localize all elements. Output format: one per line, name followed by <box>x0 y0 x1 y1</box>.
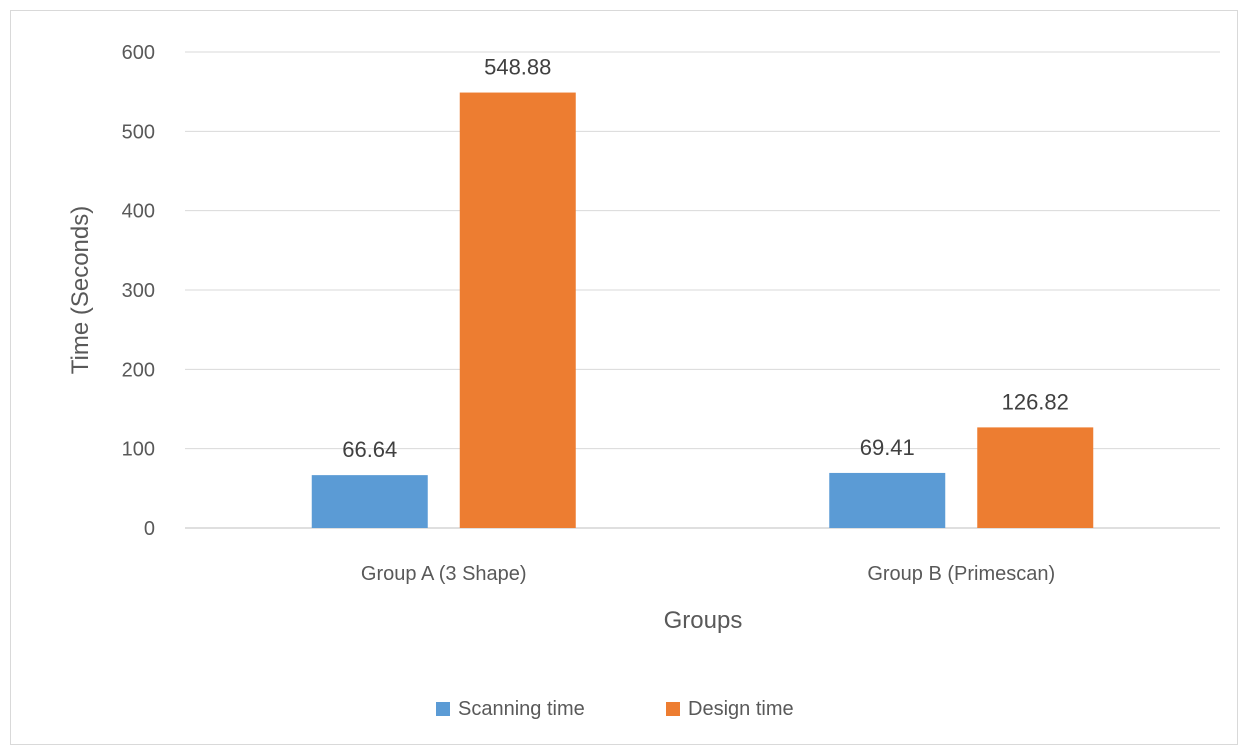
legend: Scanning time Design time <box>436 698 794 720</box>
bar-scanning-time <box>829 472 946 528</box>
x-tick-label: Group A (3 Shape) <box>361 563 527 585</box>
bars <box>311 92 1094 528</box>
legend-item: Design time <box>666 698 794 720</box>
y-axis-label: Time (Seconds) <box>67 206 94 375</box>
y-tick-label: 200 <box>122 359 155 381</box>
y-tick-label: 600 <box>122 42 155 64</box>
value-labels: 66.64 548.88 69.41 126.82 <box>342 55 1069 463</box>
y-tick-labels: 0 100 200 300 400 500 600 <box>122 42 155 540</box>
y-tick-label: 400 <box>122 201 155 223</box>
legend-item: Scanning time <box>436 698 585 720</box>
bar-scanning-time <box>311 475 428 528</box>
bar-design-time <box>977 427 1094 528</box>
legend-label: Scanning time <box>458 698 585 720</box>
y-tick-label: 100 <box>122 439 155 461</box>
y-tick-label: 500 <box>122 121 155 143</box>
y-tick-label: 300 <box>122 280 155 302</box>
bar-design-time <box>459 92 576 528</box>
y-tick-label: 0 <box>144 518 155 540</box>
chart-frame <box>10 10 1238 745</box>
x-tick-labels: Group A (3 Shape) Group B (Primescan) <box>361 563 1055 585</box>
data-label: 66.64 <box>342 437 397 462</box>
legend-swatch <box>666 702 680 716</box>
legend-label: Design time <box>688 698 794 720</box>
x-axis-label: Groups <box>664 607 743 634</box>
legend-swatch <box>436 702 450 716</box>
data-label: 548.88 <box>484 55 551 80</box>
data-label: 126.82 <box>1002 389 1069 414</box>
x-tick-label: Group B (Primescan) <box>867 563 1055 585</box>
data-label: 69.41 <box>860 435 915 460</box>
